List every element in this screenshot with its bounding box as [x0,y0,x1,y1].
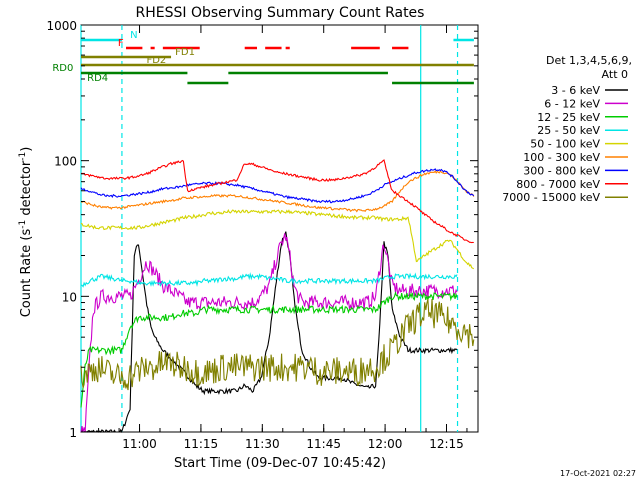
legend-label-1: 6 - 12 keV [544,97,600,110]
x-tick-label-2: 11:30 [245,437,280,451]
flag-label-n: N [130,30,137,41]
y-tick-label-1: 10 [62,290,77,304]
x-tick-label-5: 12:15 [429,437,464,451]
flag-label-fd2: FD2 [146,55,166,66]
x-tick-label-4: 12:00 [368,437,403,451]
x-tick-label-1: 11:15 [184,437,219,451]
series-line-6-12-kev [80,233,458,433]
series-line-12-25-kev [80,291,458,408]
legend-label-5: 100 - 300 keV [523,151,600,164]
legend-label-0: 3 - 6 keV [551,84,600,97]
footer-timestamp: 17-Oct-2021 02:27 [560,469,636,478]
legend-label-2: 12 - 25 keV [537,111,600,124]
y-axis: 1 10 100 1000 [46,19,478,440]
series-line-800-7000-kev [80,159,474,244]
x-axis-label: Start Time (09-Dec-07 10:45:42) [174,456,386,471]
flag-label-rd4: RD4 [87,73,108,84]
flag-label-fd1: FD1 [175,47,195,58]
series-line-50-100-kev [80,208,475,270]
legend-header-2: Att 0 [602,68,628,81]
series-line-7000-15000-kev [80,298,475,391]
chart-title: RHESSI Observing Summary Count Rates [136,5,425,21]
legend-label-3: 25 - 50 keV [537,124,600,137]
legend-header-1: Det 1,3,4,5,6,9, [546,54,632,67]
series-line-25-50-kev [80,272,458,288]
plot-area: NF FD1 FD2 RD0 RD4 [52,24,479,434]
series-line-3-6-kev [80,231,458,434]
flag-label-f: F [118,38,124,49]
legend-label-8: 7000 - 15000 keV [502,191,600,204]
y-tick-label-2: 100 [54,155,77,169]
y-tick-label-0: 1 [69,426,77,440]
series-line-300-800-kev [80,168,475,204]
legend-label-4: 50 - 100 keV [530,138,600,151]
x-axis: 11:00 11:15 11:30 11:45 12:00 12:15 [98,25,468,451]
y-axis-label: Count Rate (s-1 detector-1) [18,147,34,318]
x-tick-label-3: 11:45 [306,437,341,451]
flag-label-rd0: RD0 [52,63,73,74]
legend-label-6: 300 - 800 keV [523,164,600,177]
x-tick-label-0: 11:00 [122,437,157,451]
y-tick-label-3: 1000 [46,19,77,33]
series-line-100-300-kev [80,170,475,213]
legend-label-7: 800 - 7000 keV [516,178,600,191]
